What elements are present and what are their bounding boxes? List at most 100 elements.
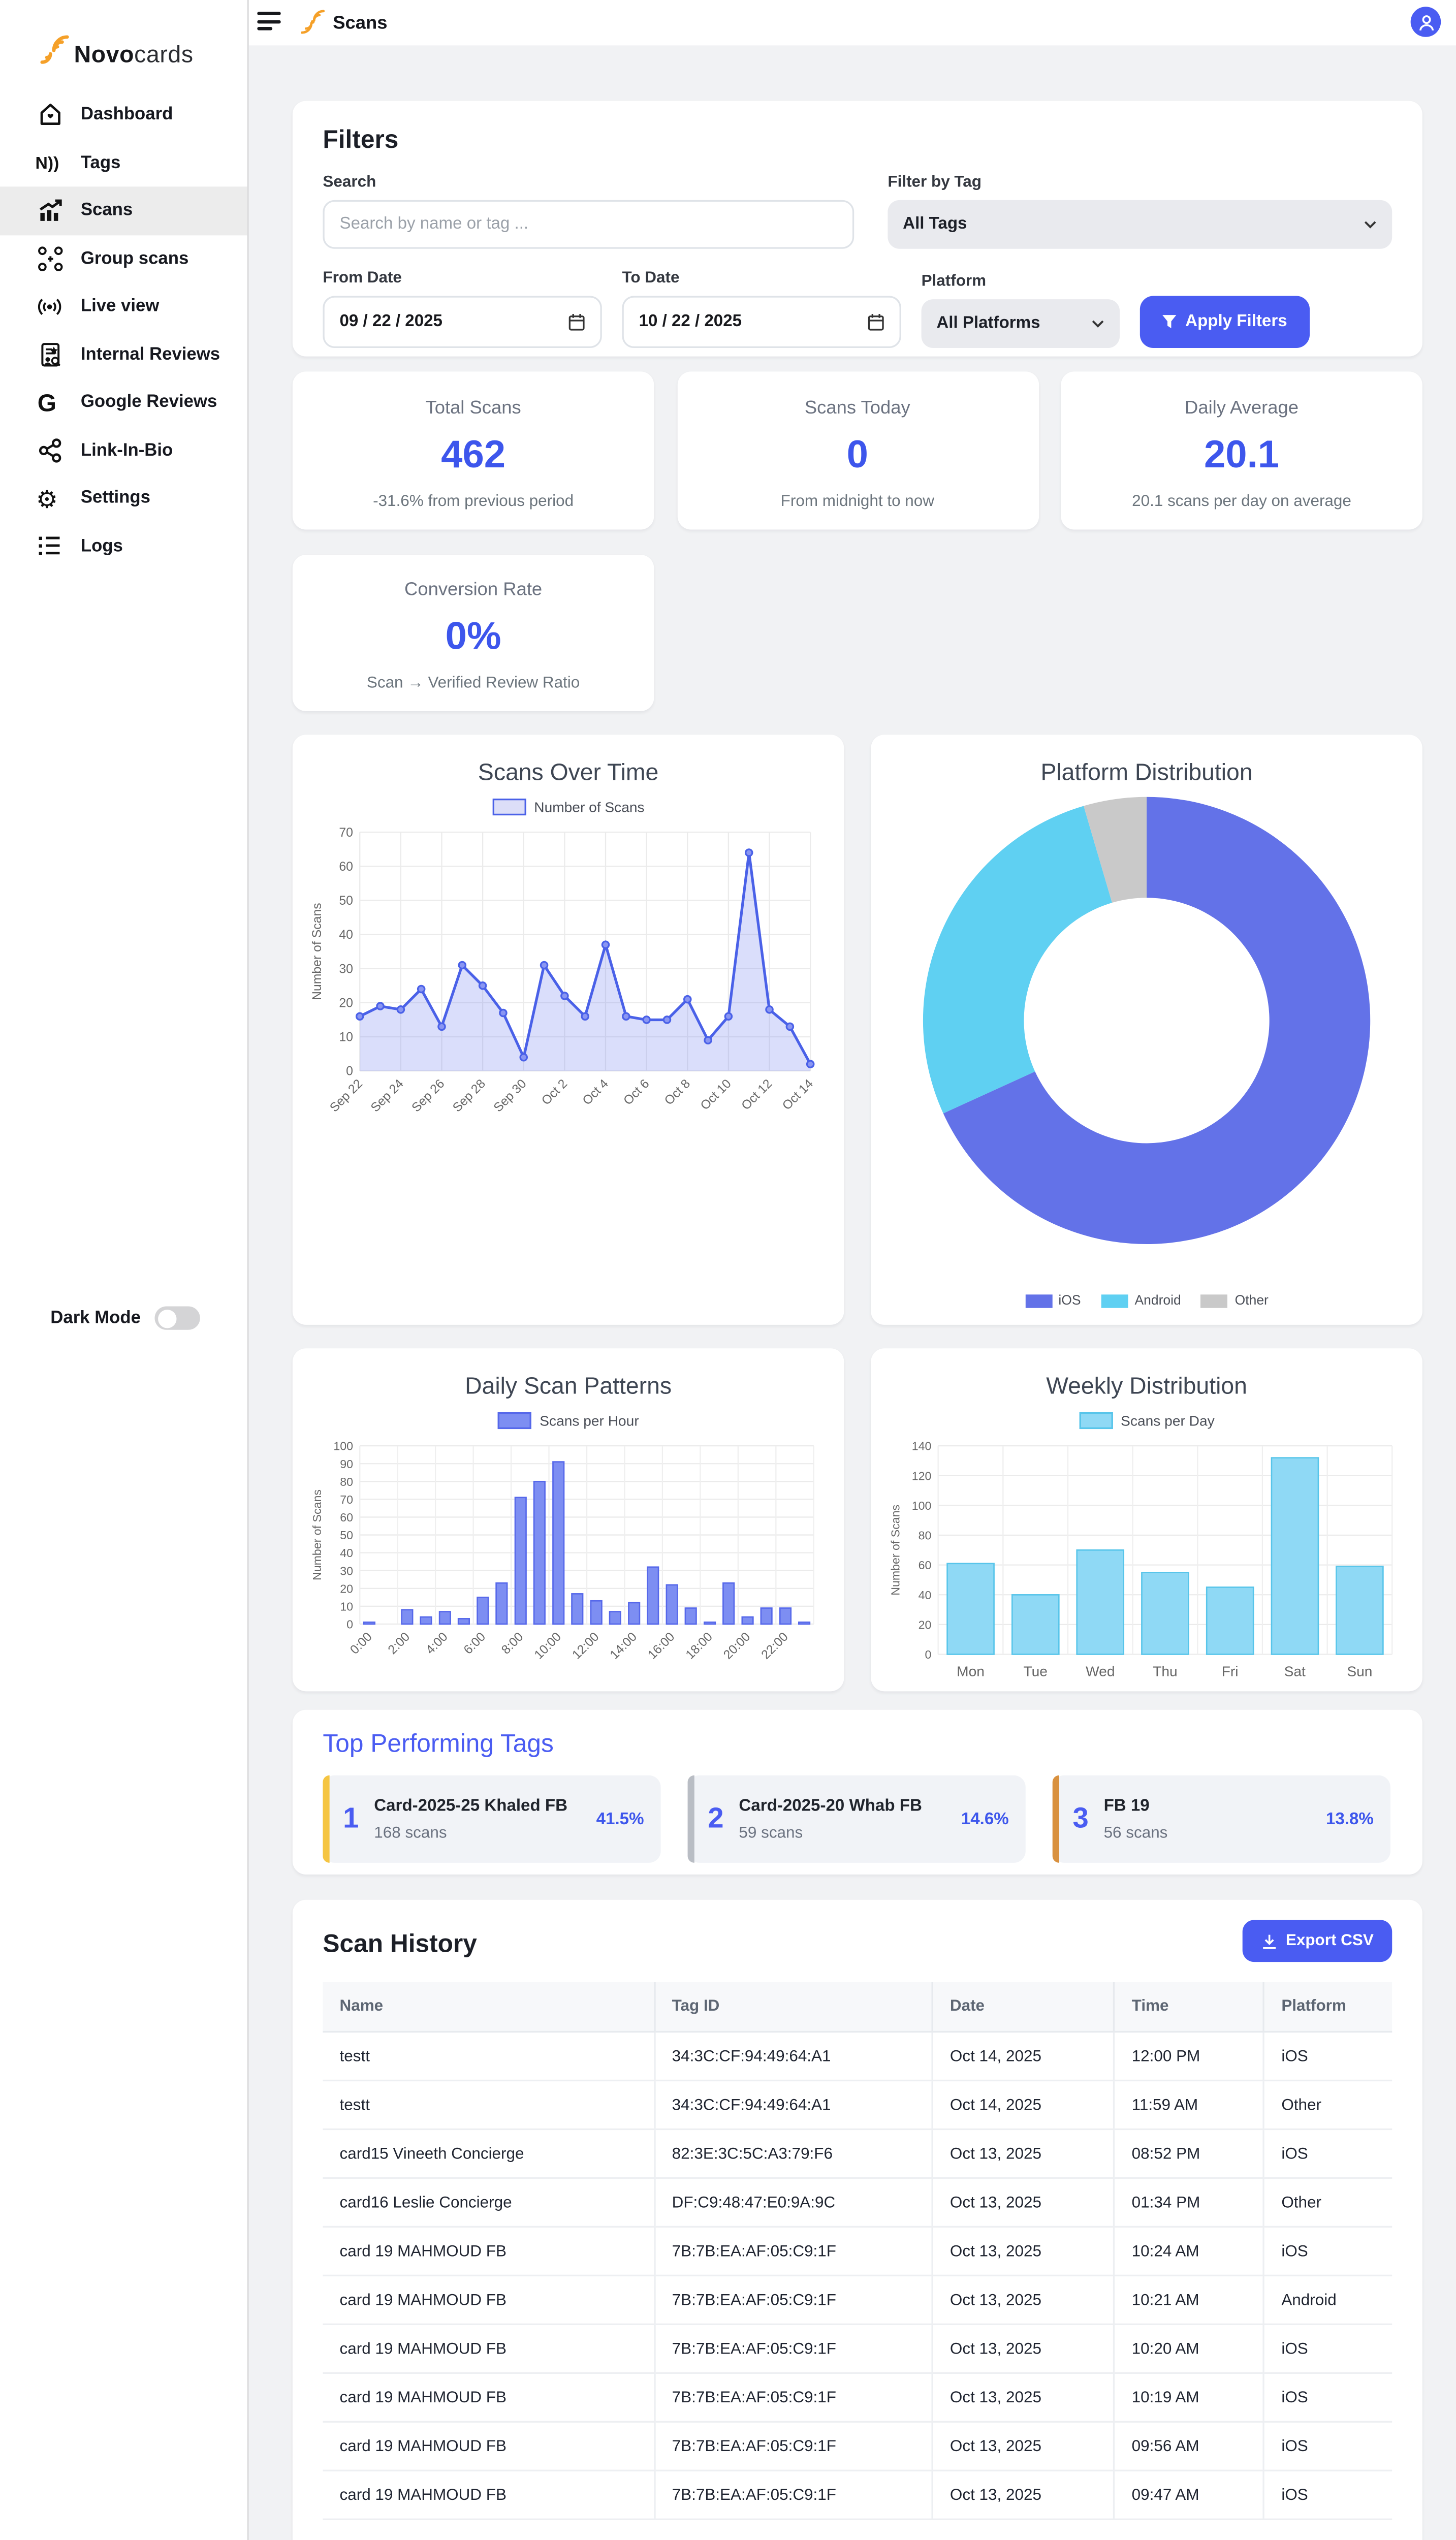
svg-text:Sep 26: Sep 26: [409, 1077, 448, 1115]
table-cell: Oct 13, 2025: [931, 2128, 1115, 2179]
svg-text:140: 140: [912, 1440, 932, 1453]
filters-card: Filters Search Filter by Tag All Tags Fr…: [292, 101, 1422, 357]
legend-swatch: [1201, 1293, 1228, 1308]
group-scans-icon: [35, 244, 64, 273]
legend-swatch: [1101, 1293, 1128, 1308]
table-row: testt 34:3C:CF:94:49:64:A1 Oct 14, 2025 11:…: [323, 2079, 1392, 2131]
live-view-icon: [35, 292, 64, 321]
svg-text:10: 10: [339, 1031, 353, 1044]
column-header-name: Name: [323, 1982, 655, 2033]
novocards-logo-icon: [37, 30, 71, 68]
legend-swatch: [1025, 1293, 1052, 1308]
svg-text:60: 60: [340, 1511, 353, 1524]
svg-text:30: 30: [339, 962, 353, 976]
sidebar-item-link-in-bio[interactable]: Link-In-Bio: [0, 426, 247, 474]
chart-title: Daily Scan Patterns: [465, 1372, 672, 1399]
svg-text:70: 70: [340, 1493, 353, 1506]
sidebar-item-internal-reviews[interactable]: Internal Reviews: [0, 330, 247, 378]
svg-text:N)): N)): [35, 154, 59, 173]
daily-scan-patterns-chart: 0 10 20 30 40 50 60 70 80 90 100 0:00 2:00 4:00 6:00 8:…: [309, 1436, 827, 1700]
sidebar-item-scans[interactable]: Scans: [0, 186, 247, 235]
svg-text:Fri: Fri: [1222, 1664, 1239, 1679]
table-cell: Oct 14, 2025: [931, 2030, 1115, 2082]
table-cell: Oct 13, 2025: [931, 2274, 1115, 2325]
platform-select[interactable]: All Platforms: [921, 299, 1120, 348]
table-cell: iOS: [1262, 2128, 1392, 2179]
table-cell: Oct 13, 2025: [931, 2421, 1115, 2471]
tag-name: Card-2025-25 Khaled FB: [374, 1796, 567, 1815]
svg-text:50: 50: [340, 1529, 353, 1542]
tag-card-2[interactable]: 2 Card-2025-20 Whab FB 59 scans 14.6%: [687, 1775, 1026, 1863]
platform-distribution-card: Platform Distribution iOS Android Other: [871, 735, 1422, 1325]
sidebar-item-group-scans[interactable]: Group scans: [0, 235, 247, 282]
export-csv-button[interactable]: Export CSV: [1242, 1920, 1392, 1962]
to-date-input[interactable]: 10 / 22 / 2025: [622, 296, 901, 348]
scans-over-time-card: Scans Over Time Number of Scans 0 10 20 30 4…: [292, 735, 844, 1325]
table-cell: iOS: [1262, 2421, 1392, 2471]
apply-filters-button[interactable]: Apply Filters: [1140, 296, 1309, 348]
top-tags-title: Top Performing Tags: [323, 1730, 554, 1759]
sidebar-item-live-view[interactable]: Live view: [0, 282, 247, 330]
scan-history-table: Name Tag ID Date Time Platform testt 34:3C:CF…: [323, 1982, 1392, 2520]
tag-name: FB 19: [1103, 1796, 1150, 1815]
search-input[interactable]: [323, 200, 854, 249]
tag-card-1[interactable]: 1 Card-2025-25 Khaled FB 168 scans 41.5%: [323, 1775, 661, 1863]
hamburger-menu-icon[interactable]: [257, 12, 281, 32]
chevron-down-icon: [1364, 221, 1376, 229]
svg-text:100: 100: [912, 1499, 932, 1512]
table-cell: 10:21 AM: [1113, 2274, 1265, 2325]
stat-value: 462: [441, 432, 506, 476]
table-cell: 11:59 AM: [1113, 2079, 1265, 2131]
sidebar-item-settings[interactable]: ⚙ Settings: [0, 474, 247, 522]
table-cell: Oct 13, 2025: [931, 2226, 1115, 2277]
table-cell: card 19 MAHMOUD FB: [323, 2421, 655, 2471]
scans-over-time-chart: 0 10 20 30 40 50 60 70 Sep 22 Sep 24 Sep 26 Sep 28 S…: [309, 822, 827, 1160]
top-performing-tags-card: Top Performing Tags 1 Card-2025-25 Khaled…: [292, 1709, 1422, 1875]
table-cell: 09:56 AM: [1113, 2421, 1265, 2471]
svg-text:Oct 6: Oct 6: [621, 1077, 652, 1108]
calendar-icon: [568, 314, 585, 331]
legend-swatch: [497, 1412, 531, 1430]
table-row: card15 Vineeth Concierge 82:3E:3C:5C:A3:7…: [323, 2128, 1392, 2179]
table-cell: 10:20 AM: [1113, 2323, 1265, 2374]
sidebar-item-tags[interactable]: N)) Tags: [0, 139, 247, 186]
stat-sub: Scan → Verified Review Ratio: [366, 674, 580, 693]
sidebar-item-logs[interactable]: Logs: [0, 522, 247, 570]
svg-text:80: 80: [340, 1475, 353, 1488]
brand[interactable]: Novocards: [0, 0, 247, 67]
dark-mode-row: Dark Mode: [50, 1306, 200, 1330]
table-cell: testt: [323, 2079, 655, 2131]
table-cell: Oct 14, 2025: [931, 2079, 1115, 2131]
dark-mode-toggle[interactable]: [154, 1306, 200, 1330]
table-cell: card15 Vineeth Concierge: [323, 2128, 655, 2179]
svg-text:4:00: 4:00: [423, 1630, 450, 1657]
table-cell: Other: [1262, 2079, 1392, 2131]
table-cell: 7B:7B:EA:AF:05:C9:1F: [653, 2226, 933, 2277]
tag-card-3[interactable]: 3 FB 19 56 scans 13.8%: [1052, 1775, 1390, 1863]
svg-text:100: 100: [333, 1440, 353, 1453]
table-row: card 19 MAHMOUD FB 7B:7B:EA:AF:05:C9:1F Oc…: [323, 2226, 1392, 2277]
sidebar-item-google-reviews[interactable]: G Google Reviews: [0, 378, 247, 426]
svg-text:Oct 2: Oct 2: [539, 1077, 570, 1108]
avatar[interactable]: [1410, 7, 1441, 37]
tag-rank: 1: [343, 1802, 359, 1834]
svg-text:Oct 12: Oct 12: [739, 1077, 775, 1113]
sidebar-item-dashboard[interactable]: Dashboard: [0, 91, 247, 139]
from-date-input[interactable]: 09 / 22 / 2025: [323, 296, 602, 348]
table-cell: Oct 13, 2025: [931, 2177, 1115, 2228]
legend-label: Scans per Hour: [540, 1412, 639, 1430]
column-header-platform: Platform: [1262, 1982, 1392, 2033]
tag-filter-select[interactable]: All Tags: [888, 200, 1392, 249]
sidebar-item-label: Internal Reviews: [80, 344, 220, 365]
table-cell: iOS: [1262, 2323, 1392, 2374]
platform-label: Platform: [921, 272, 987, 291]
svg-text:10: 10: [340, 1600, 353, 1613]
stat-label: Total Scans: [425, 398, 521, 419]
svg-text:6:00: 6:00: [461, 1630, 488, 1657]
stats-row: Total Scans 462 -31.6% from previous perio…: [292, 371, 1422, 530]
table-cell: 34:3C:CF:94:49:64:A1: [653, 2030, 933, 2082]
stat-label: Conversion Rate: [404, 580, 543, 600]
tag-scans: 56 scans: [1103, 1823, 1168, 1842]
stat-sub: 20.1 scans per day on average: [1132, 492, 1351, 512]
